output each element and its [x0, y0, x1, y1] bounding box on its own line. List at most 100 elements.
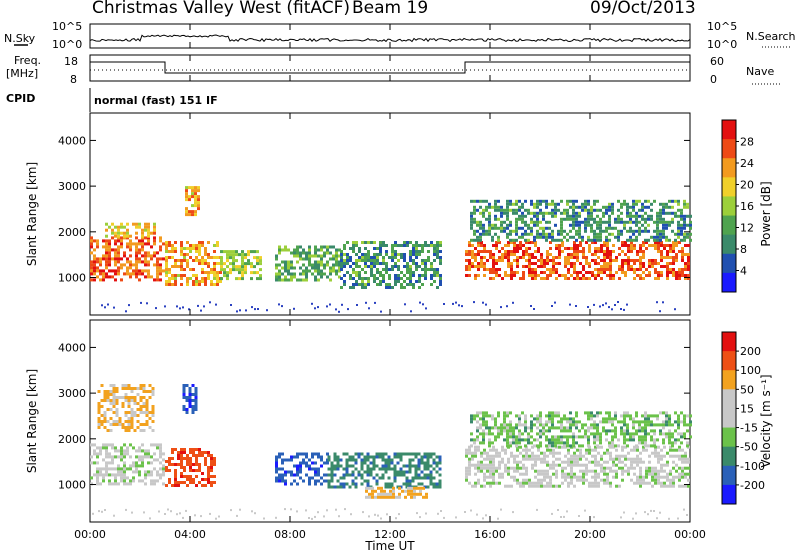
data-cell: [174, 247, 177, 250]
data-cell: [207, 262, 210, 265]
data-cell: [333, 464, 337, 468]
data-cell: [115, 390, 119, 393]
data-cell: [162, 458, 165, 462]
data-cell: [480, 244, 483, 247]
data-cell: [439, 244, 442, 247]
data-cell: [104, 509, 106, 511]
data-cell: [130, 387, 134, 390]
data-cell: [606, 268, 609, 271]
data-cell: [129, 254, 132, 258]
data-cell: [651, 466, 654, 470]
data-cell: [409, 265, 412, 268]
data-cell: [349, 277, 352, 280]
data-cell: [564, 262, 567, 265]
data-cell: [326, 248, 329, 252]
data-cell: [150, 443, 153, 447]
data-cell: [326, 509, 328, 512]
data-cell: [594, 445, 597, 449]
data-cell: [632, 426, 635, 430]
data-cell: [609, 469, 612, 473]
data-cell: [654, 247, 657, 250]
data-cell: [618, 457, 621, 461]
data-cell: [533, 438, 536, 442]
data-cell: [375, 452, 379, 456]
data-cell: [278, 275, 281, 279]
data-cell: [653, 238, 656, 242]
data-cell: [418, 277, 421, 280]
data-cell: [90, 482, 93, 486]
data-cell: [278, 251, 281, 255]
data-cell: [210, 268, 213, 271]
data-cell: [542, 432, 545, 436]
data-cell: [96, 476, 99, 480]
data-cell: [207, 478, 210, 481]
data-cell: [100, 384, 104, 387]
data-cell: [540, 271, 543, 274]
data-cell: [684, 472, 687, 476]
data-cell: [174, 280, 177, 283]
data-cell: [503, 208, 506, 212]
data-cell: [98, 510, 100, 513]
data-cell: [293, 254, 296, 258]
data-cell: [121, 405, 125, 408]
data-cell: [471, 265, 474, 268]
data-cell: [141, 464, 144, 468]
data-cell: [633, 271, 636, 274]
data-cell: [372, 467, 376, 471]
data-cell: [485, 432, 488, 436]
scatter-band: [275, 245, 341, 282]
data-cell: [536, 414, 539, 418]
data-cell: [540, 457, 543, 461]
data-cell: [439, 259, 442, 262]
data-cell: [653, 432, 656, 436]
data-cell: [494, 423, 497, 427]
data-cell: [551, 238, 554, 242]
data-cell: [519, 277, 522, 280]
data-cell: [536, 214, 539, 218]
data-cell: [213, 481, 216, 484]
data-cell: [578, 235, 581, 239]
data-cell: [642, 241, 645, 244]
data-cell: [516, 478, 519, 482]
data-cell: [681, 457, 684, 461]
data-cell: [548, 429, 551, 433]
data-cell: [332, 245, 335, 249]
data-cell: [417, 476, 421, 480]
data-cell: [93, 266, 96, 270]
data-cell: [167, 508, 169, 511]
colorbar-tick-label: -50: [740, 441, 758, 454]
data-cell: [153, 254, 156, 258]
data-cell: [657, 241, 660, 244]
data-cell: [675, 244, 678, 247]
data-cell: [474, 253, 477, 256]
data-cell: [354, 458, 358, 462]
data-cell: [479, 411, 482, 415]
data-cell: [626, 429, 629, 433]
data-cell: [151, 408, 155, 411]
data-cell: [148, 417, 152, 420]
data-cell: [133, 387, 137, 390]
data-cell: [120, 222, 123, 226]
data-cell: [657, 472, 660, 476]
data-cell: [605, 302, 607, 305]
data-cell: [650, 438, 653, 442]
data-cell: [121, 384, 125, 387]
data-cell: [483, 475, 486, 479]
data-cell: [654, 244, 657, 247]
data-cell: [391, 259, 394, 262]
data-cell: [572, 208, 575, 212]
data-cell: [639, 277, 642, 280]
data-cell: [626, 444, 629, 448]
data-cell: [570, 457, 573, 461]
data-cell: [482, 432, 485, 436]
data-cell: [129, 479, 132, 483]
data-cell: [139, 411, 143, 414]
data-cell: [352, 247, 355, 250]
data-cell: [680, 217, 683, 221]
data-cell: [414, 452, 418, 456]
data-cell: [492, 475, 495, 479]
data-cell: [576, 250, 579, 253]
data-cell: [575, 220, 578, 224]
data-cell: [191, 405, 195, 408]
data-cell: [635, 220, 638, 224]
